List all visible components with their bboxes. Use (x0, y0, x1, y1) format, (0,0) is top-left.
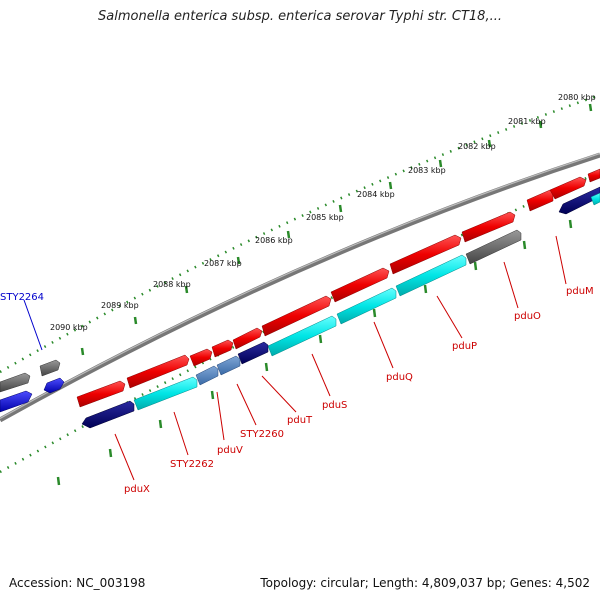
gene-forward-j[interactable] (126, 354, 190, 389)
outer-major-ticks (80, 103, 593, 356)
gene-reverse-steel-a[interactable] (216, 355, 241, 376)
inner-scale-ring (0, 170, 600, 474)
gene-forward-b[interactable] (587, 168, 600, 183)
gene-forward-k[interactable] (76, 380, 126, 408)
gene-label-pduQ[interactable]: pduQ (386, 372, 413, 383)
reverse-strand-genes (0, 186, 600, 429)
gene-reverse-cyan-b[interactable] (336, 287, 397, 325)
gene-label-pduS[interactable]: pduS (322, 400, 347, 411)
inner-major-ticks (56, 219, 573, 486)
gene-reverse-cyan-d[interactable] (133, 376, 198, 411)
gene-forward-pduM-region[interactable] (526, 189, 554, 212)
gene-forward-d[interactable] (389, 234, 462, 275)
scale-label-2089: 2089 kbp (101, 301, 139, 310)
gene-label-STY2260[interactable]: STY2260 (240, 429, 284, 440)
genome-backbone-highlight (0, 152, 600, 420)
gene-reverse-dark-pduT[interactable] (237, 341, 269, 365)
gene-reverse-blue-a[interactable] (43, 377, 65, 394)
scale-label-2085: 2085 kbp (306, 213, 344, 222)
gene-reverse-steel-b[interactable] (195, 365, 219, 386)
gene-forward-h[interactable] (211, 339, 234, 358)
gene-reverse-dark-pduX[interactable] (81, 400, 135, 429)
accession-info: Accession: NC_003198 (9, 576, 146, 590)
scale-label-2086: 2086 kbp (255, 236, 293, 245)
gene-label-pduM[interactable]: pduM (566, 286, 594, 297)
forward-strand-genes (0, 168, 600, 408)
scale-label-2088: 2088 kbp (153, 280, 191, 289)
gene-reverse-cyan-a[interactable] (395, 254, 467, 297)
gene-reverse-far-dark[interactable] (558, 186, 600, 215)
gene-reverse-gray[interactable] (465, 229, 522, 265)
gene-label-pduX[interactable]: pduX (124, 484, 150, 495)
gene-forward-gray-a[interactable] (39, 359, 61, 377)
gene-label-STY2264[interactable]: STY2264 (0, 292, 44, 303)
gene-forward-gray-b[interactable] (0, 372, 31, 393)
gene-label-pduO[interactable]: pduO (514, 311, 541, 322)
topology-info: Topology: circular; Length: 4,809,037 bp… (260, 576, 590, 590)
gene-label-pduT[interactable]: pduT (287, 415, 313, 426)
gene-label-pduV[interactable]: pduV (217, 445, 243, 456)
label-leaders (23, 235, 567, 481)
gene-reverse-blue-b[interactable] (0, 390, 33, 413)
gene-reverse-cyan-c[interactable] (267, 315, 337, 357)
scale-label-2082: 2082 kbp (458, 142, 496, 151)
scale-label-2090: 2090 kbp (50, 323, 88, 332)
gene-forward-e[interactable] (330, 267, 390, 303)
genome-backbone (0, 152, 600, 423)
gene-forward-f[interactable] (261, 295, 332, 337)
gene-forward-c[interactable] (461, 211, 516, 243)
scale-label-2081: 2081 kbp (508, 117, 546, 126)
gene-reverse-far-cyan[interactable] (590, 192, 600, 206)
scale-label-2087: 2087 kbp (204, 259, 242, 268)
scale-label-2083: 2083 kbp (408, 166, 446, 175)
gene-label-STY2262[interactable]: STY2262 (170, 459, 214, 470)
gene-forward-g[interactable] (232, 327, 263, 350)
gene-forward-i[interactable] (189, 348, 213, 367)
scale-label-2080: 2080 kbp (558, 93, 596, 102)
gene-label-pduP[interactable]: pduP (452, 341, 477, 352)
genome-title: Salmonella enterica subsp. enterica sero… (98, 9, 502, 24)
scale-label-2084: 2084 kbp (357, 190, 395, 199)
gene-forward-a[interactable] (549, 176, 587, 200)
